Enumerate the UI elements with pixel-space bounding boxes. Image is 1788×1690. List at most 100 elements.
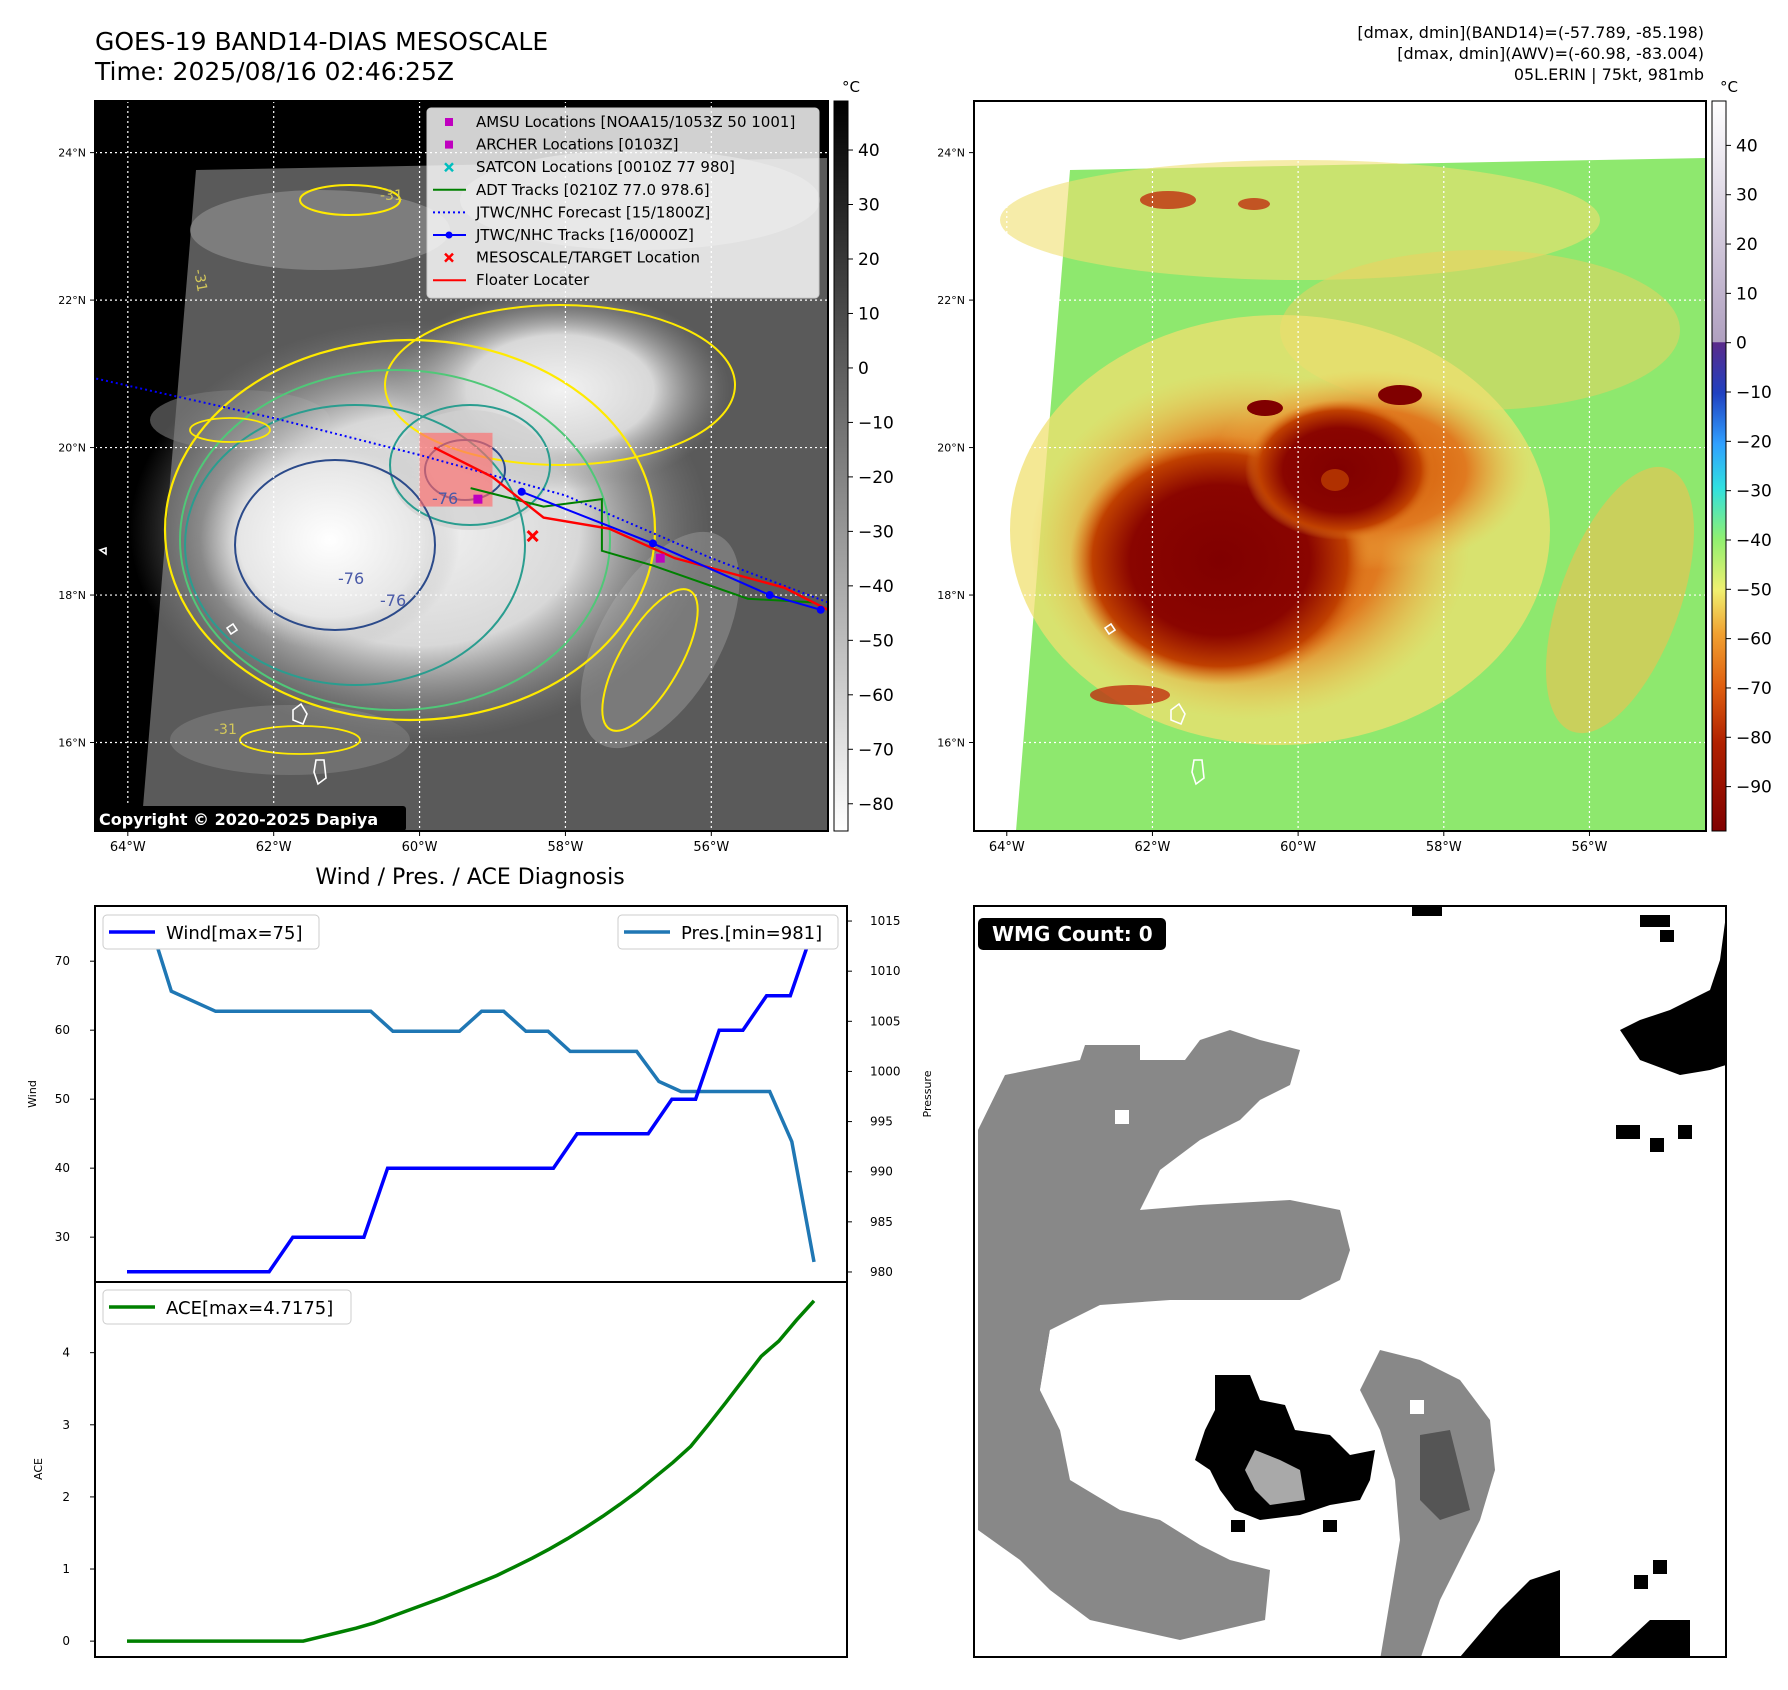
lat-tick-label: 16°N — [58, 737, 86, 750]
colorbar-tick-label: −50 — [858, 631, 894, 651]
lat-tick-label: 22°N — [937, 294, 965, 307]
pressure-legend: Pres.[min=981] — [617, 914, 839, 950]
mesoscale-target-marker — [526, 529, 539, 543]
legend-item: Floater Locater — [433, 271, 590, 289]
wind-series-line — [127, 926, 816, 1274]
figure-title-line2: Time: 2025/08/16 02:46:25Z — [94, 57, 454, 86]
legend-item: MESOSCALE/TARGET Location — [444, 249, 700, 267]
lon-tick-label: 60°W — [402, 840, 438, 855]
wmg-panel — [974, 906, 1726, 1657]
colorbar-tick-label: −10 — [1736, 383, 1772, 403]
colorbar-tick-label: −60 — [1736, 630, 1772, 650]
adt-track — [470, 487, 814, 604]
color-map-gridlines — [974, 101, 1706, 831]
lat-tick-label: 18°N — [58, 589, 86, 602]
lat-tick-label: 24°N — [58, 147, 86, 160]
colorbar-tick-label: −60 — [858, 686, 894, 706]
ir-colorbar-unit: °C — [842, 78, 860, 96]
legend-item-label: ARCHER Locations [0103Z] — [476, 136, 679, 154]
color-map-panel — [974, 101, 1706, 831]
legend-item-label: MESOSCALE/TARGET Location — [476, 249, 700, 267]
colorbar-tick-label: 40 — [858, 141, 880, 161]
info-line3: 05L.ERIN | 75kt, 981mb — [1514, 65, 1704, 84]
y-tick-label: 70 — [55, 954, 70, 968]
y-tick-label: 995 — [870, 1115, 893, 1129]
y-tick-label: 980 — [870, 1265, 893, 1279]
colorbar-tick-label: −20 — [858, 468, 894, 488]
ace-legend-label: ACE[max=4.7175] — [166, 1298, 333, 1319]
pressure-axis-label: Pressure — [921, 1070, 934, 1117]
colorbar-tick-label: −40 — [858, 577, 894, 597]
colorbar-tick-label: −10 — [858, 413, 894, 433]
wmg-count-badge: WMG Count: 0 — [978, 918, 1166, 950]
contour-label: -76 — [432, 489, 458, 508]
ir-map-frame — [94, 100, 829, 832]
lon-tick-label: 64°W — [110, 840, 146, 855]
jtwc-track — [521, 490, 821, 611]
lat-tick-label: 16°N — [937, 737, 965, 750]
colorbar-tick-label: 0 — [1736, 334, 1747, 354]
colorbar-tick-label: −20 — [1736, 432, 1772, 452]
ir-map-lat-labels: 24°N 22°N 20°N 18°N 16°N — [58, 147, 95, 750]
wmg-frame — [973, 905, 1727, 1658]
y-tick-label: 985 — [870, 1215, 893, 1229]
lon-tick-label: 60°W — [1280, 840, 1316, 855]
y-tick-label: 0 — [62, 1634, 70, 1648]
contour-label: -76 — [338, 569, 364, 588]
y-tick-label: 30 — [55, 1230, 70, 1244]
colorbar-tick-label: 30 — [858, 196, 880, 216]
y-tick-label: 1015 — [870, 914, 901, 928]
color-map-lat-labels: 24°N 22°N 20°N 18°N 16°N — [937, 147, 974, 750]
color-map-lon-labels: 64°W 62°W 60°W 58°W 56°W — [989, 831, 1608, 855]
figure-title-line1: GOES-19 BAND14-DIAS MESOSCALE — [95, 27, 548, 56]
y-tick-label: 2 — [62, 1490, 70, 1504]
y-tick-label: 1000 — [870, 1064, 901, 1078]
lon-tick-label: 64°W — [989, 840, 1025, 855]
legend-item: JTWC/NHC Tracks [16/0000Z] — [433, 226, 694, 244]
lon-tick-label: 62°W — [1134, 840, 1170, 855]
wind-legend-label: Wind[max=75] — [166, 923, 303, 944]
amsu-marker — [473, 494, 483, 504]
legend-item-label: Floater Locater — [476, 271, 590, 289]
legend-item: AMSU Locations [NOAA15/1053Z 50 1001] — [445, 113, 795, 131]
ace-legend: ACE[max=4.7175] — [102, 1289, 352, 1325]
legend-item-label: AMSU Locations [NOAA15/1053Z 50 1001] — [476, 113, 795, 131]
jtwc-track-points — [517, 487, 825, 614]
contour-label: -76 — [380, 591, 406, 610]
y-tick-label: 1005 — [870, 1014, 901, 1028]
floater-track — [433, 446, 828, 611]
legend-item-label: SATCON Locations [0010Z 77 980] — [476, 158, 735, 176]
color-map-frame — [973, 100, 1707, 832]
colorbar-tick-label: −80 — [1736, 728, 1772, 748]
pressure-legend-label: Pres.[min=981] — [681, 923, 822, 944]
jtwc-track-point — [816, 605, 825, 614]
lon-tick-label: 56°W — [693, 840, 729, 855]
colorbar-tick-label: −80 — [858, 795, 894, 815]
archer-marker — [655, 553, 665, 563]
legend-item: SATCON Locations [0010Z 77 980] — [444, 158, 735, 176]
y-tick-label: 4 — [62, 1346, 70, 1360]
color-colorbar-unit: °C — [1720, 78, 1738, 96]
legend-item: ADT Tracks [0210Z 77.0 978.6] — [433, 181, 710, 199]
ace-axis-label: ACE — [32, 1458, 45, 1480]
lon-tick-label: 58°W — [1426, 840, 1462, 855]
y-tick-label: 3 — [62, 1418, 70, 1432]
info-line2: [dmax, dmin](AWV)=(-60.98, -83.004) — [1397, 44, 1704, 63]
jtwc-forecast-track — [95, 377, 828, 604]
wind-axis-label: Wind — [26, 1080, 39, 1108]
y-tick-label: 40 — [55, 1161, 70, 1175]
ace-chart: 0 1 2 3 4 ACE ACE[max=4.7175] — [32, 1281, 848, 1658]
ir-colorbar: °C 40 30 20 10 0 −10 −20 −30 −40 −50 −60 −70 −80 — [833, 78, 894, 832]
colorbar-tick-label: −70 — [1736, 679, 1772, 699]
lat-tick-label: 18°N — [937, 589, 965, 602]
lat-tick-label: 24°N — [937, 147, 965, 160]
lat-tick-label: 20°N — [937, 442, 965, 455]
colorbar-tick-label: −70 — [858, 740, 894, 760]
map-legend: AMSU Locations [NOAA15/1053Z 50 1001] ARC… — [426, 107, 820, 299]
colorbar-tick-label: −30 — [858, 522, 894, 542]
y-tick-label: 1 — [62, 1562, 70, 1576]
colorbar-tick-label: −30 — [1736, 482, 1772, 502]
ace-series-line — [127, 1299, 816, 1643]
colorbar-tick-label: 20 — [1736, 235, 1758, 255]
info-line1: [dmax, dmin](BAND14)=(-57.789, -85.198) — [1357, 23, 1704, 42]
